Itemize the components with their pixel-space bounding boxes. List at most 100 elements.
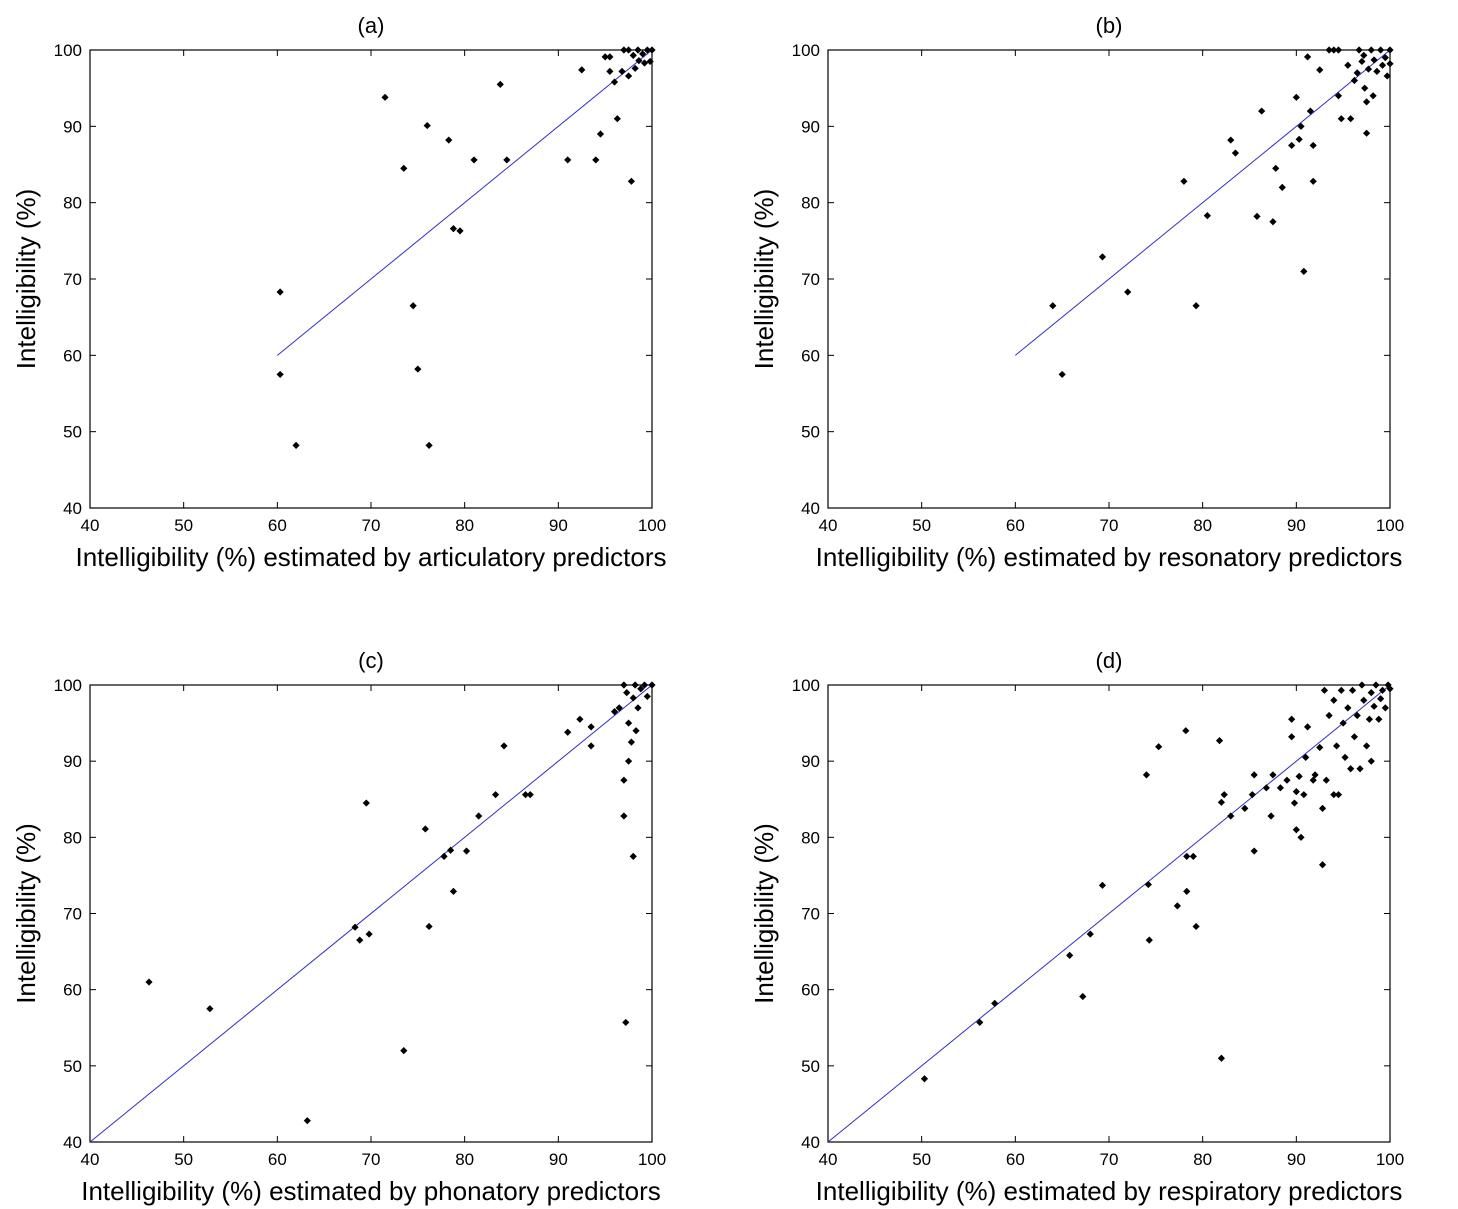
fit-line [827, 684, 1391, 1143]
x-tick-label: 80 [455, 516, 474, 535]
data-point [1250, 771, 1258, 779]
data-point [276, 370, 284, 379]
data-point [1365, 715, 1373, 723]
data-point [1302, 753, 1310, 761]
x-tick-label: 50 [912, 1150, 931, 1169]
data-point [1173, 902, 1181, 910]
data-point [1372, 681, 1380, 689]
data-point [1066, 951, 1074, 959]
data-point [646, 57, 654, 66]
data-point [1337, 115, 1345, 123]
data-point [634, 46, 642, 54]
x-tick-label: 90 [549, 516, 568, 535]
data-point [1145, 936, 1153, 944]
data-point [1292, 93, 1300, 101]
y-tick-label: 60 [63, 981, 82, 1000]
y-tick-label: 40 [801, 1133, 820, 1152]
data-point [1098, 881, 1107, 889]
y-axis-label: Intelligibility (%) [749, 823, 779, 1004]
x-tick-label: 40 [819, 516, 838, 535]
data-point [1098, 253, 1107, 261]
y-tick-label: 100 [792, 676, 820, 695]
data-point [1386, 46, 1394, 54]
data-point [587, 723, 595, 731]
y-tick-label: 80 [63, 828, 82, 847]
data-point [1320, 686, 1329, 694]
data-point [1381, 54, 1389, 62]
data-point [620, 812, 628, 820]
data-point [1353, 711, 1361, 720]
data-point [1192, 302, 1200, 310]
data-point [503, 156, 511, 164]
data-point [365, 930, 373, 938]
y-tick-label: 60 [63, 346, 82, 365]
data-point [1215, 737, 1224, 745]
data-point [1318, 804, 1327, 812]
data-point [1183, 887, 1191, 896]
y-tick-label: 40 [63, 1133, 82, 1152]
data-point [564, 728, 572, 736]
data-point [1364, 65, 1373, 73]
data-point [475, 812, 483, 820]
data-point [1350, 76, 1359, 85]
data-point [470, 156, 478, 164]
data-point [1344, 704, 1352, 712]
x-tick-label: 60 [1006, 516, 1025, 535]
data-point [606, 67, 614, 75]
x-tick-label: 100 [638, 1150, 666, 1169]
data-point [1144, 880, 1152, 889]
data-point [1334, 92, 1343, 100]
panel-title: (d) [1096, 648, 1123, 673]
y-tick-label: 70 [63, 905, 82, 924]
data-point [1355, 46, 1363, 54]
data-point [1180, 177, 1188, 185]
fit-line [89, 684, 653, 1143]
data-point [496, 80, 504, 88]
data-point [576, 715, 584, 723]
data-point [1334, 791, 1343, 799]
data-point [1378, 686, 1387, 694]
data-point [1297, 833, 1305, 841]
data-point [1353, 69, 1361, 77]
scatter-panel-3: 40 50 60 70 80 90 100 40 50 60 70 80 90 100 (c) Intelli… [11, 648, 666, 1206]
data-point [1370, 702, 1378, 710]
data-point [1227, 136, 1235, 144]
data-point [1386, 60, 1394, 68]
data-point [1183, 852, 1191, 860]
x-tick-label: 100 [1376, 1150, 1404, 1169]
data-point [1267, 812, 1275, 820]
y-tick-label: 70 [63, 270, 82, 289]
data-point [421, 825, 429, 833]
data-point [1309, 177, 1317, 185]
fit-line [277, 49, 653, 356]
data-point [1373, 67, 1381, 75]
y-tick-label: 40 [801, 499, 820, 518]
data-point [1362, 742, 1371, 750]
scatter-panel-1: 40 50 60 70 80 90 100 40 50 60 70 80 90 100 (a) Intelli… [11, 13, 667, 572]
y-tick-label: 90 [63, 117, 82, 136]
fit-line [1015, 49, 1391, 356]
data-point [1341, 753, 1349, 761]
y-tick-label: 90 [801, 117, 820, 136]
data-point [578, 66, 586, 74]
data-point [1330, 46, 1338, 54]
x-tick-label: 50 [912, 516, 931, 535]
data-point [1278, 183, 1286, 191]
data-point [634, 704, 642, 712]
data-point [564, 156, 572, 164]
x-tick-label: 60 [268, 1150, 287, 1169]
data-point [1292, 826, 1300, 834]
x-tick-label: 40 [81, 516, 100, 535]
data-point [1182, 727, 1190, 735]
data-point [920, 1075, 929, 1083]
scatter-panel-4: 40 50 60 70 80 90 100 40 50 60 70 80 90 100 (d) Intelli… [749, 648, 1404, 1206]
data-point [1316, 743, 1324, 752]
data-point [635, 57, 643, 65]
data-point [356, 936, 364, 944]
data-point [648, 681, 656, 689]
data-point [1370, 56, 1378, 64]
data-point [445, 136, 453, 144]
y-tick-label: 100 [792, 41, 820, 60]
data-point [1309, 141, 1317, 150]
